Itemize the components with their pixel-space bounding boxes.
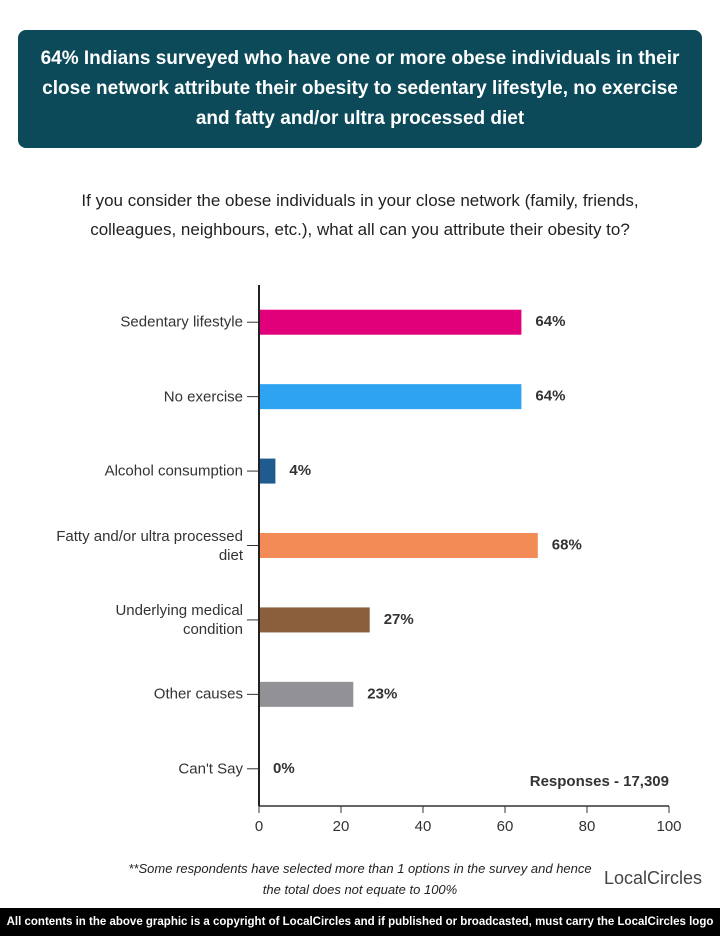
x-tick-label: 0 xyxy=(255,818,263,835)
value-label: 68% xyxy=(552,536,582,553)
y-tick-label: No exercise xyxy=(163,388,243,406)
value-label: 4% xyxy=(289,462,311,479)
copyright: All contents in the above graphic is a c… xyxy=(0,908,720,936)
subtitle: If you consider the obese individuals in… xyxy=(81,191,639,239)
y-tick-label: Sedentary lifestyle xyxy=(120,313,243,331)
y-tick-label: Other causes xyxy=(153,685,243,703)
x-tick-label: 100 xyxy=(656,818,681,835)
footnote: **Some respondents have selected more th… xyxy=(128,861,592,897)
x-tick-label: 40 xyxy=(415,818,432,835)
y-tick-label: Fatty and/or ultra processed diet xyxy=(56,527,243,564)
x-tick-label: 80 xyxy=(579,818,596,835)
chart-title: 64% Indians surveyed who have one or mor… xyxy=(40,48,680,129)
y-tick-label: Can't Say xyxy=(178,760,243,778)
x-tick-label: 60 xyxy=(497,818,514,835)
title-banner: 64% Indians surveyed who have one or mor… xyxy=(18,30,702,148)
bar xyxy=(259,384,522,410)
logo: LocalCircles xyxy=(604,868,703,888)
bar xyxy=(259,533,538,558)
value-label: 27% xyxy=(384,611,414,628)
value-label: 64% xyxy=(535,388,565,405)
y-tick-label: Underlying medical condition xyxy=(115,601,243,638)
value-label: 0% xyxy=(273,760,295,777)
bar xyxy=(259,458,276,484)
value-label: 23% xyxy=(367,685,397,702)
value-label: 64% xyxy=(535,313,565,330)
bar xyxy=(259,681,354,707)
x-tick-label: 20 xyxy=(333,818,350,835)
annotation: Responses - 17,309 xyxy=(530,773,669,790)
bar xyxy=(259,607,370,633)
bar xyxy=(259,309,522,335)
chart: 0 20 40 60 80 100 64% 64% 4% 68% 27% 23% 0% Responses… xyxy=(247,285,682,835)
y-tick-label: Alcohol consumption xyxy=(104,462,243,480)
